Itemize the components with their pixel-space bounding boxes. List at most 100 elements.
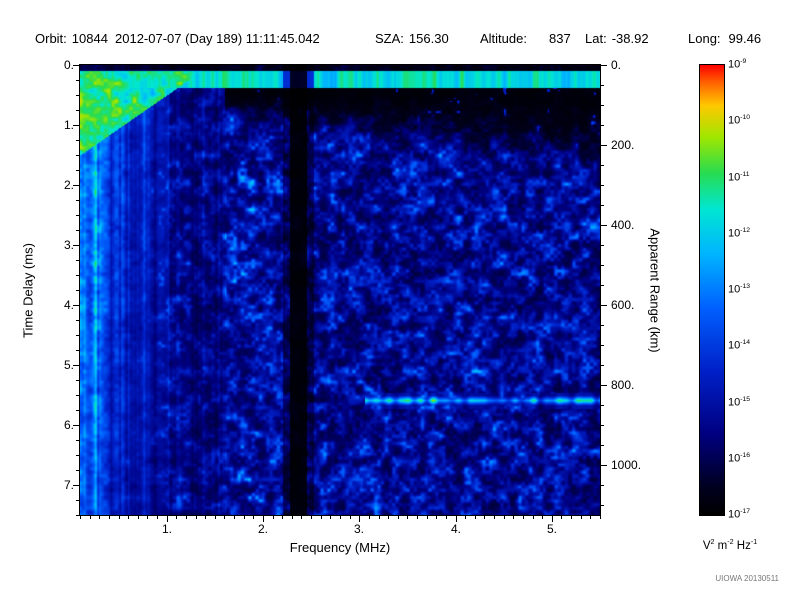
y-major-tick	[73, 65, 79, 66]
y-minor-tick	[76, 395, 79, 396]
x-minor-tick	[119, 516, 120, 519]
colorbar-tick-label: 10-16	[728, 452, 751, 465]
lat-field: Lat: -38.92	[585, 31, 649, 46]
y2-minor-tick	[601, 85, 604, 86]
colorbar-tick-label: 10-10	[728, 114, 751, 127]
y-major-tick	[73, 305, 79, 306]
datetime-field: 2012-07-07 (Day 189) 11:11:45.042	[115, 31, 320, 46]
colorbar-tick-label: 10-14	[728, 339, 751, 352]
sza-field: SZA: 156.30	[375, 31, 449, 46]
x-minor-tick	[533, 516, 534, 519]
y-minor-tick	[76, 470, 79, 471]
y-tick-label: 4.	[63, 298, 74, 312]
x-minor-tick	[99, 516, 100, 519]
x-minor-tick	[311, 516, 312, 519]
x-axis-label: Frequency (MHz)	[289, 540, 391, 555]
x-minor-tick	[369, 516, 370, 519]
x-minor-tick	[80, 516, 81, 519]
x-tick-label: 2.	[257, 522, 268, 536]
y2-minor-tick	[601, 485, 604, 486]
altitude-field: Altitude: 837	[480, 31, 571, 46]
x-minor-tick	[542, 516, 543, 519]
x-minor-tick	[475, 516, 476, 519]
orbit-label: Orbit:	[35, 31, 67, 46]
y-minor-tick	[76, 320, 79, 321]
x-minor-tick	[147, 516, 148, 519]
x-minor-tick	[465, 516, 466, 519]
x-minor-tick	[186, 516, 187, 519]
y2-major-tick	[601, 305, 607, 306]
colorbar-frame	[699, 64, 725, 516]
y-axis-label: Time Delay (ms)	[20, 243, 36, 338]
x-minor-tick	[196, 516, 197, 519]
x-tick-label: 4.	[450, 522, 461, 536]
y2-minor-tick	[601, 165, 604, 166]
x-minor-tick	[128, 516, 129, 519]
long-value: 99.46	[728, 31, 762, 46]
x-minor-tick	[301, 516, 302, 519]
y-tick-label: 7.	[63, 478, 74, 492]
altitude-value: 837	[548, 31, 571, 46]
colorbar	[700, 65, 724, 515]
x-minor-tick	[224, 516, 225, 519]
y-minor-tick	[76, 215, 79, 216]
y2-major-tick	[601, 145, 607, 146]
x-minor-tick	[436, 516, 437, 519]
x-minor-tick	[494, 516, 495, 519]
y2-tick-label: 200.	[611, 138, 635, 152]
y-major-tick	[73, 365, 79, 366]
y-major-tick	[73, 245, 79, 246]
x-minor-tick	[407, 516, 408, 519]
x-major-tick	[359, 516, 360, 522]
x-minor-tick	[427, 516, 428, 519]
x-major-tick	[167, 516, 168, 522]
y2-minor-tick	[601, 505, 604, 506]
y-minor-tick	[76, 170, 79, 171]
y-tick-label: 3.	[63, 238, 74, 252]
y2-tick-label: 600.	[611, 298, 635, 312]
y2-major-tick	[601, 385, 607, 386]
y-tick-label: 5.	[63, 358, 74, 372]
y-minor-tick	[76, 380, 79, 381]
datetime-value: 2012-07-07 (Day 189) 11:11:45.042	[115, 31, 320, 46]
colorbar-tick-label: 10-9	[728, 58, 747, 71]
y-minor-tick	[76, 230, 79, 231]
y-minor-tick	[76, 455, 79, 456]
y2-minor-tick	[601, 245, 604, 246]
x-minor-tick	[388, 516, 389, 519]
x-minor-tick	[234, 516, 235, 519]
y2-major-tick	[601, 65, 607, 66]
y2-minor-tick	[601, 185, 604, 186]
y2-minor-tick	[601, 105, 604, 106]
orbit-field: Orbit: 10844	[35, 31, 108, 46]
y-minor-tick	[76, 80, 79, 81]
y2-major-tick	[601, 225, 607, 226]
y-minor-tick	[76, 95, 79, 96]
y2-minor-tick	[601, 125, 604, 126]
y2-minor-tick	[601, 265, 604, 266]
long-field: Long: 99.46	[688, 31, 761, 46]
y2-minor-tick	[601, 365, 604, 366]
x-minor-tick	[561, 516, 562, 519]
y-minor-tick	[76, 260, 79, 261]
y2-minor-tick	[601, 425, 604, 426]
y-minor-tick	[76, 335, 79, 336]
colorbar-units: V2 m-2 Hz-1	[702, 538, 758, 552]
y-minor-tick	[76, 500, 79, 501]
y2-minor-tick	[601, 345, 604, 346]
y2-minor-tick	[601, 205, 604, 206]
colorbar-tick-label: 10-13	[728, 283, 751, 296]
x-minor-tick	[590, 516, 591, 519]
y-minor-tick	[76, 515, 79, 516]
y-major-tick	[73, 425, 79, 426]
y2-tick-label: 1000.	[611, 458, 642, 472]
altitude-label: Altitude:	[480, 31, 527, 46]
x-minor-tick	[398, 516, 399, 519]
colorbar-tick-label: 10-17	[728, 508, 751, 521]
y-minor-tick	[76, 140, 79, 141]
x-minor-tick	[138, 516, 139, 519]
x-minor-tick	[581, 516, 582, 519]
x-minor-tick	[253, 516, 254, 519]
x-minor-tick	[484, 516, 485, 519]
